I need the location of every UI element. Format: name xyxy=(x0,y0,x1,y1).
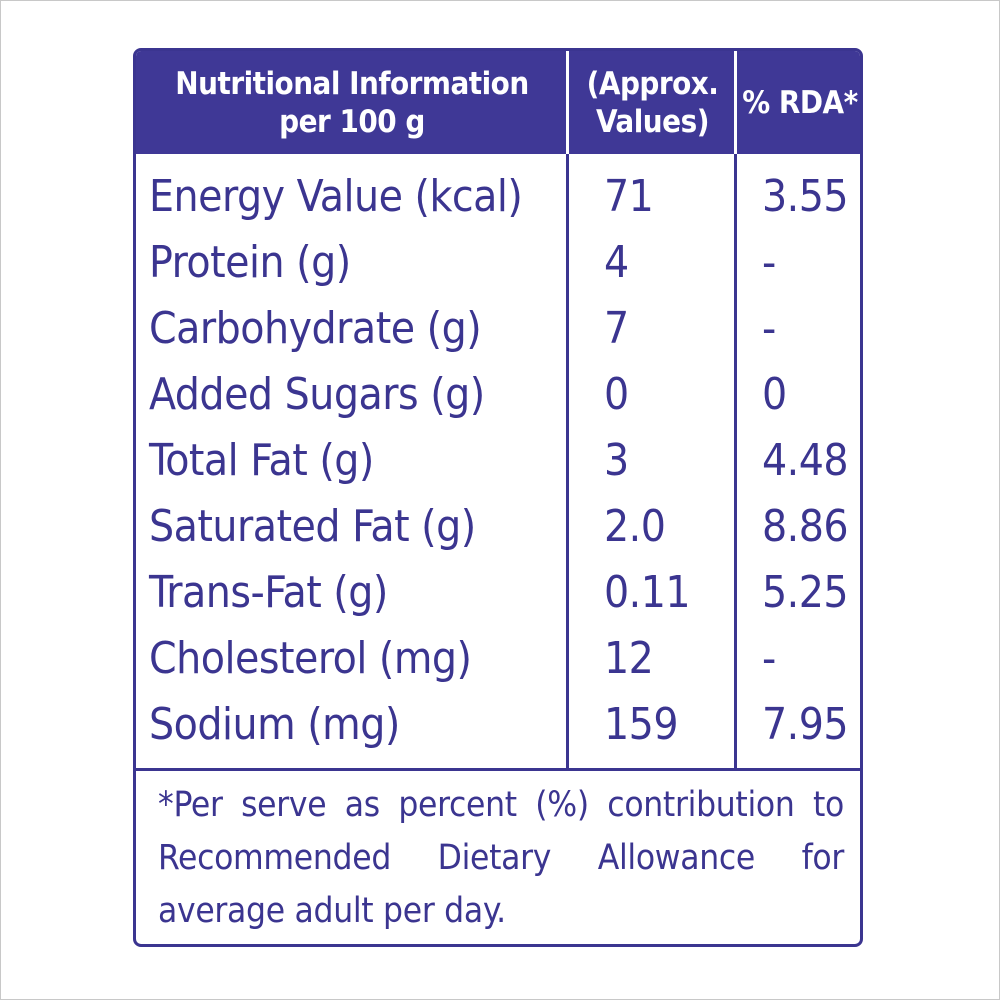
table-row: Added Sugars (g) 0 0 xyxy=(136,362,860,428)
nutrient-value: 4 xyxy=(604,237,629,288)
table-row: Sodium (mg) 159 7.95 xyxy=(136,692,860,758)
nutrient-value: 0 xyxy=(604,369,629,420)
nutrient-name: Added Sugars (g) xyxy=(149,369,485,420)
table-row: Trans-Fat (g) 0.11 5.25 xyxy=(136,560,860,626)
header-col1-line2: per 100 g xyxy=(279,103,425,140)
table-row: Total Fat (g) 3 4.48 xyxy=(136,428,860,494)
nutrient-rda: 7.95 xyxy=(762,699,849,750)
nutrition-table: Nutritional Information per 100 g (Appro… xyxy=(133,48,863,947)
table-row: Energy Value (kcal) 71 3.55 xyxy=(136,164,860,230)
nutrient-name: Sodium (mg) xyxy=(149,699,400,750)
nutrient-value: 2.0 xyxy=(604,501,666,552)
header-col2-line1: (Approx. xyxy=(586,65,719,102)
nutrient-value: 0.11 xyxy=(604,567,691,618)
nutrient-name: Carbohydrate (g) xyxy=(149,303,482,354)
header-approx-values: (Approx. Values) xyxy=(569,51,736,154)
footnote-divider xyxy=(136,768,860,771)
nutrient-value: 3 xyxy=(604,435,629,486)
table-header: Nutritional Information per 100 g (Appro… xyxy=(136,51,860,154)
nutrient-rda: 8.86 xyxy=(762,501,849,552)
header-divider-1 xyxy=(566,51,569,154)
table-row: Cholesterol (mg) 12 - xyxy=(136,626,860,692)
header-col3: % RDA* xyxy=(742,84,858,121)
nutrient-value: 71 xyxy=(604,171,654,222)
header-divider-2 xyxy=(734,51,737,154)
nutrient-name: Protein (g) xyxy=(149,237,351,288)
nutrient-value: 12 xyxy=(604,633,654,684)
nutrient-rda: - xyxy=(762,633,776,684)
nutrient-rda: 3.55 xyxy=(762,171,849,222)
nutrient-rda: - xyxy=(762,303,776,354)
header-col1-line1: Nutritional Information xyxy=(175,65,529,102)
table-row: Protein (g) 4 - xyxy=(136,230,860,296)
nutrient-rda: - xyxy=(762,237,776,288)
nutrient-name: Energy Value (kcal) xyxy=(149,171,523,222)
table-row: Saturated Fat (g) 2.0 8.86 xyxy=(136,494,860,560)
table-row: Carbohydrate (g) 7 - xyxy=(136,296,860,362)
nutrient-name: Cholesterol (mg) xyxy=(149,633,472,684)
header-rda: % RDA* xyxy=(737,51,860,154)
column-divider-1 xyxy=(566,51,569,768)
nutrient-name: Total Fat (g) xyxy=(149,435,374,486)
nutrient-rda: 4.48 xyxy=(762,435,849,486)
nutrient-name: Trans-Fat (g) xyxy=(149,567,388,618)
header-nutritional-information: Nutritional Information per 100 g xyxy=(136,51,568,154)
column-divider-2 xyxy=(734,51,737,768)
nutrient-rda: 5.25 xyxy=(762,567,849,618)
nutrient-value: 7 xyxy=(604,303,629,354)
nutrient-rda: 0 xyxy=(762,369,787,420)
nutrient-name: Saturated Fat (g) xyxy=(149,501,476,552)
footnote-text: *Per serve as percent (%) contribution t… xyxy=(158,785,844,931)
nutrient-value: 159 xyxy=(604,699,679,750)
header-col2-line2: Values) xyxy=(596,103,709,140)
